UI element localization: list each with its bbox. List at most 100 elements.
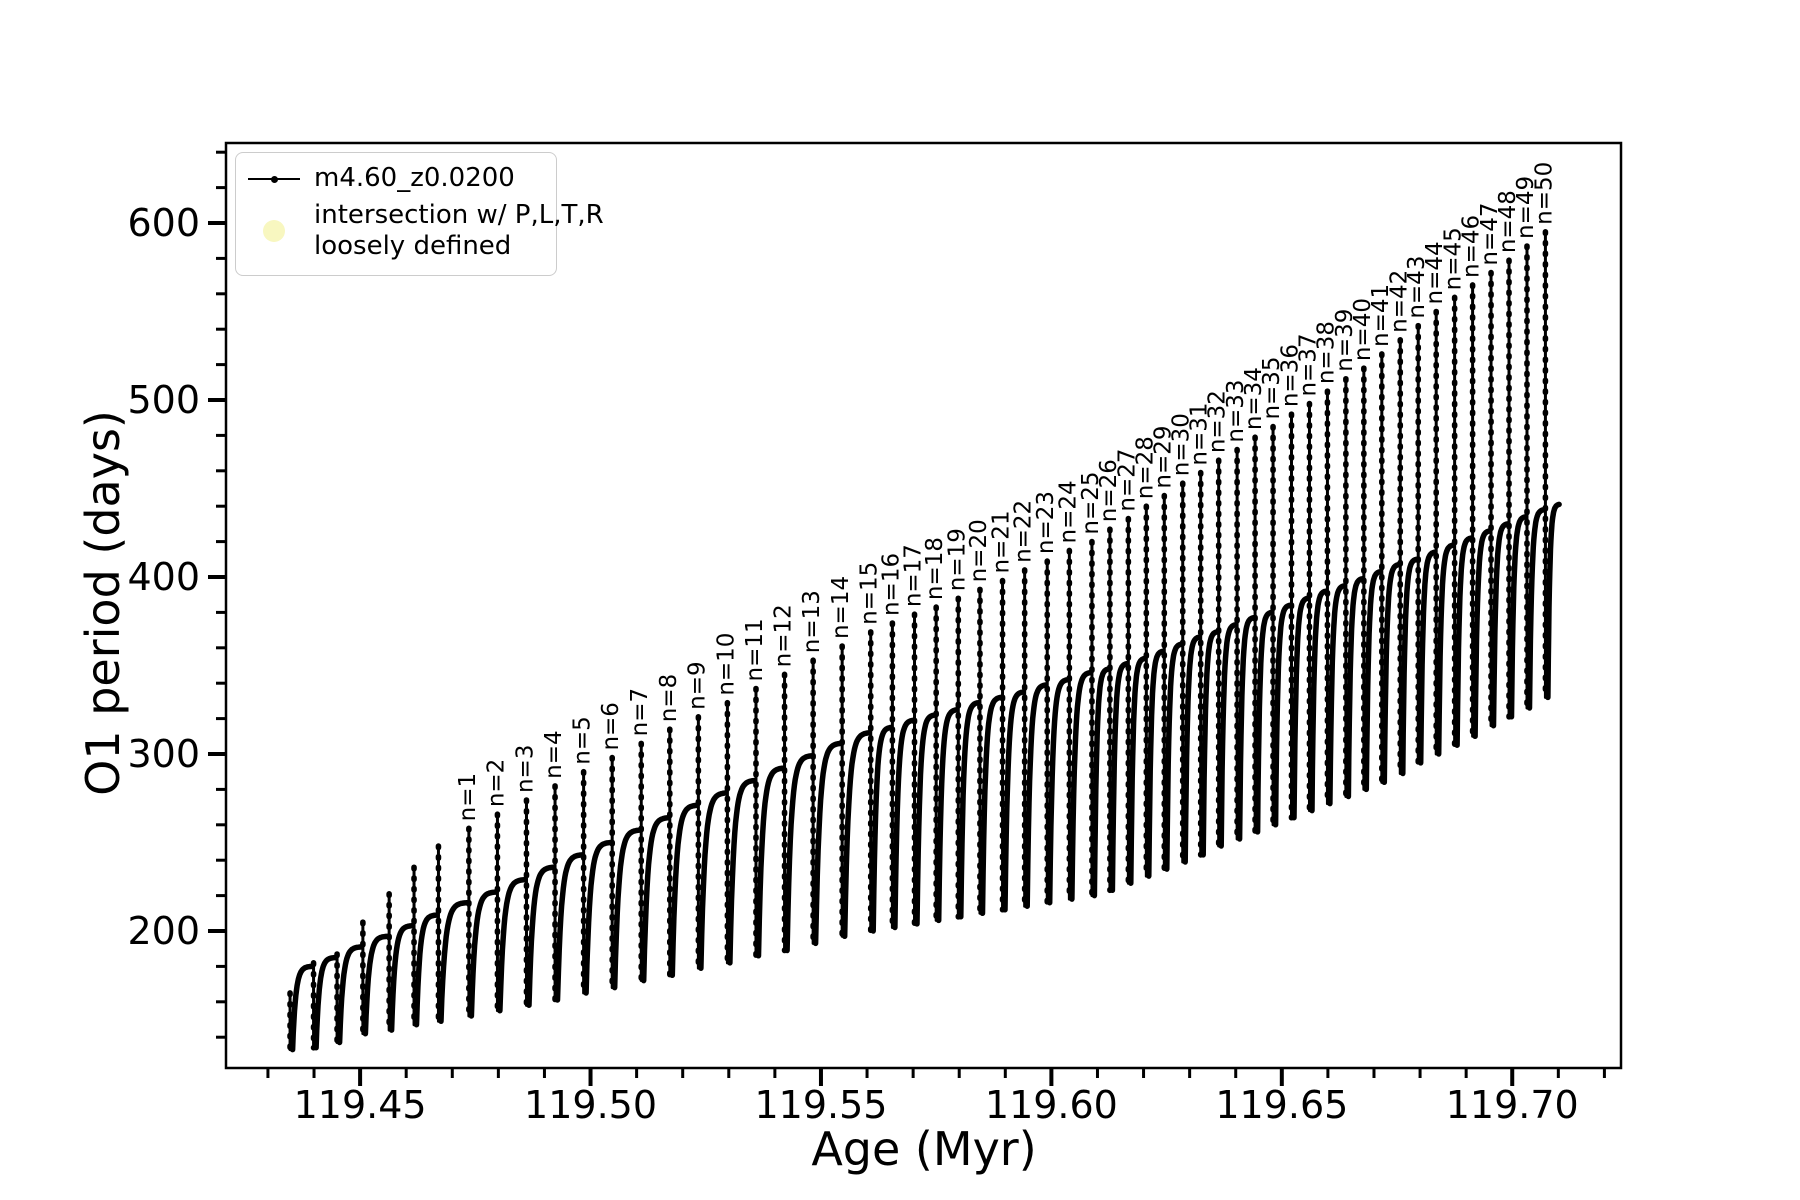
spike-label: n=10 — [713, 633, 739, 696]
tooth-arc — [1024, 682, 1049, 909]
spike-label: n=29 — [1150, 425, 1176, 488]
spike-label: n=34 — [1241, 367, 1267, 430]
y-tick-label: 500 — [127, 378, 200, 422]
spike-label: n=17 — [901, 544, 927, 607]
line-dot-marker-icon — [248, 175, 300, 183]
tooth-arc — [1069, 669, 1094, 902]
spike-label: n=47 — [1477, 202, 1503, 265]
spike-label: n=27 — [1114, 448, 1140, 511]
spike-label: n=7 — [627, 688, 653, 736]
tooth-arc — [313, 954, 339, 1051]
tooth-arc — [979, 694, 1004, 917]
tooth-arc — [1254, 609, 1275, 835]
spike-annotations: n=1 n=2 n=3 n=4 n=5 n=6 n=7 n=8 n=9 n=10 n=11 n=12 n… — [455, 162, 1558, 822]
tooth-arc — [1454, 535, 1474, 748]
spike-label: n=43 — [1404, 256, 1430, 319]
y-tick-label: 200 — [127, 909, 200, 953]
x-tick-label: 119.45 — [294, 1083, 427, 1127]
spike-label: n=37 — [1295, 333, 1321, 396]
tooth-arc — [935, 707, 960, 924]
tooth-arc — [1400, 556, 1420, 777]
spike-label: n=32 — [1205, 390, 1231, 453]
spike-label: n=2 — [483, 759, 509, 807]
tooth-arc — [698, 790, 729, 971]
spike-label: n=42 — [1386, 270, 1412, 333]
y-tick-label: 600 — [127, 201, 200, 245]
x-tick-label: 119.50 — [524, 1083, 657, 1127]
tick-labels: 119.45 119.50 119.55 119.60 119.65 119.70 200 3… — [127, 201, 1578, 1127]
tooth-arc — [914, 712, 938, 927]
tooth-arc — [1327, 583, 1348, 807]
spike-label: n=45 — [1441, 227, 1467, 290]
plot-frame — [224, 141, 1623, 1070]
tooth-arc — [497, 876, 528, 1014]
tooth-arc — [438, 899, 471, 1025]
spike-label: n=50 — [1531, 162, 1557, 225]
spike-label: n=5 — [570, 716, 596, 764]
tooth-arc — [526, 864, 557, 1009]
spike-label: n=3 — [512, 745, 538, 793]
tooth-arc — [1309, 588, 1329, 814]
spike-label: n=39 — [1332, 309, 1358, 372]
legend-item-intersection: intersection w/ P,L,T,R loosely defined — [248, 200, 604, 262]
x-tick-label: 119.65 — [1215, 1083, 1348, 1127]
spike-label: n=18 — [922, 537, 948, 600]
spike-label: n=22 — [1011, 500, 1037, 563]
spike-label: n=48 — [1495, 190, 1521, 253]
spike-label: n=11 — [742, 618, 768, 681]
legend-intersection-label: intersection w/ P,L,T,R loosely defined — [314, 200, 604, 262]
tooth-arc — [1146, 648, 1166, 879]
tooth-arc — [1091, 666, 1112, 899]
axis-ticks — [208, 150, 1606, 1086]
tooth-arc — [388, 922, 416, 1033]
tooth-arc — [1363, 568, 1384, 793]
tooth-arc — [554, 852, 585, 1003]
spike-label: n=12 — [771, 604, 797, 667]
spike-label: n=46 — [1459, 215, 1485, 278]
spike-label: n=28 — [1132, 436, 1158, 499]
spike-label: n=19 — [944, 528, 970, 591]
tooth-arc — [1381, 561, 1402, 786]
spike-label: n=16 — [878, 553, 904, 616]
spike-label: n=33 — [1223, 379, 1249, 442]
spike-label: n=21 — [989, 510, 1015, 573]
legend-series-label: m4.60_z0.0200 — [314, 163, 515, 193]
spike-label: n=36 — [1277, 344, 1303, 407]
spike-label: n=35 — [1259, 356, 1285, 419]
spike-label: n=1 — [455, 773, 481, 821]
y-axis-label: O1 period (days) — [76, 410, 130, 796]
intersection-circle-icon — [248, 220, 300, 243]
spike-label: n=30 — [1169, 413, 1195, 476]
spike-label: n=44 — [1422, 241, 1448, 304]
tooth-arc — [1508, 514, 1529, 720]
tooth-arc — [1417, 549, 1438, 766]
tooth-arc — [870, 724, 894, 934]
y-tick-label: 400 — [127, 555, 200, 599]
tooth-arc — [812, 740, 844, 947]
legend: m4.60_z0.0200 intersection w/ P,L,T,R lo… — [235, 152, 604, 276]
spike-label: n=14 — [828, 576, 854, 639]
spike-label: n=23 — [1033, 491, 1059, 554]
tooth-arc — [336, 944, 365, 1046]
tooth-arc — [1345, 576, 1366, 800]
tooth-arc — [1002, 689, 1026, 913]
tooth-arc — [1490, 521, 1511, 729]
tooth-arc — [1236, 614, 1257, 842]
tooth-arc — [1272, 602, 1293, 828]
tooth-arc — [1472, 528, 1493, 740]
tooth-arc — [1435, 542, 1456, 757]
spike-label: n=13 — [799, 590, 825, 653]
tooth-arc — [1545, 501, 1562, 701]
x-axis-label: Age (Myr) — [811, 1122, 1037, 1176]
spike-label: n=24 — [1055, 480, 1081, 543]
spike-label: n=31 — [1187, 402, 1213, 465]
tooth-arc — [1164, 641, 1184, 872]
spike-label: n=9 — [684, 661, 710, 709]
spike-label: n=4 — [541, 730, 567, 778]
tooth-arc — [1526, 506, 1547, 711]
x-tick-label: 119.70 — [1446, 1083, 1579, 1127]
spike-label: n=6 — [598, 702, 624, 750]
tooth-arc — [755, 765, 786, 959]
tooth-arc — [583, 839, 614, 996]
